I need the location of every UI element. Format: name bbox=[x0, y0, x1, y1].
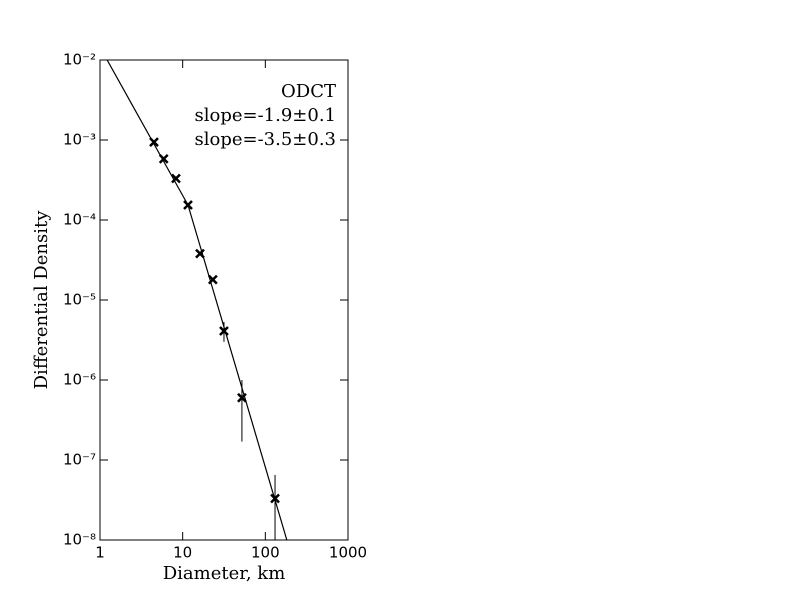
x-tick-label: 100 bbox=[251, 544, 280, 562]
y-tick-label: 10⁻³ bbox=[63, 131, 96, 149]
y-tick-label: 10⁻⁵ bbox=[63, 291, 96, 309]
marker bbox=[171, 173, 181, 184]
y-tick-label: 10⁻² bbox=[63, 51, 96, 69]
y-axis-label: Differential Density bbox=[31, 210, 52, 390]
x-tick-label: 10 bbox=[173, 544, 192, 562]
y-tick-label: 10⁻⁷ bbox=[63, 451, 96, 469]
y-tick-label: 10⁻⁸ bbox=[63, 531, 96, 549]
y-tick-label: 10⁻⁴ bbox=[63, 211, 96, 229]
plot-area bbox=[106, 60, 288, 540]
marker bbox=[219, 326, 229, 336]
x-tick-label: 1000 bbox=[329, 544, 367, 562]
legend-entry: ODCT bbox=[281, 81, 336, 102]
legend-entry: slope=-1.9±0.1 bbox=[194, 105, 336, 126]
x-axis-label: Diameter, km bbox=[163, 563, 286, 584]
fit-line bbox=[106, 60, 189, 206]
fit-line bbox=[187, 204, 288, 540]
y-tick-label: 10⁻⁶ bbox=[63, 371, 96, 389]
legend-entry: slope=-3.5±0.3 bbox=[194, 129, 336, 150]
x-tick-label: 1 bbox=[95, 544, 105, 562]
